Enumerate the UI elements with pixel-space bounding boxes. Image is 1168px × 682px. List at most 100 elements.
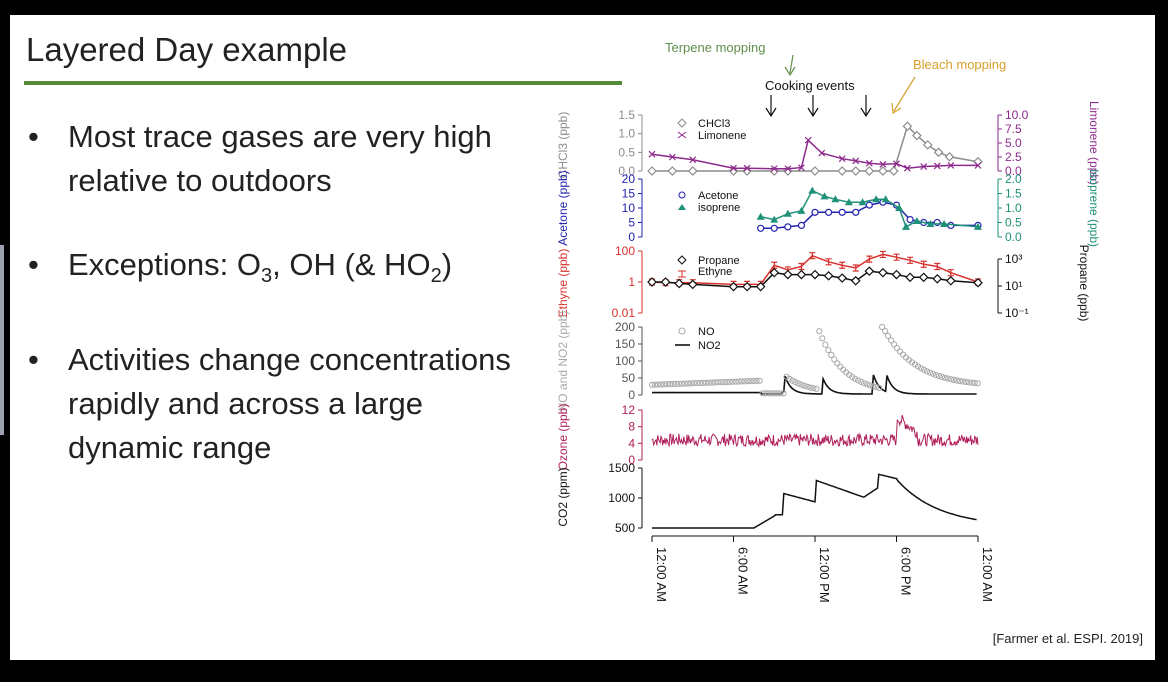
bullet-text: Exceptions: O3, OH (& HO2) xyxy=(68,247,453,288)
chcl3-point xyxy=(850,166,861,176)
no-point xyxy=(840,366,847,373)
acetone-point xyxy=(892,201,901,209)
ethyne-point xyxy=(866,255,873,263)
chcl3-tick-label: 0.0 xyxy=(618,164,635,178)
acetone-point xyxy=(933,218,941,227)
bullet-dot-icon: • xyxy=(28,119,39,154)
ethyne-point xyxy=(947,269,954,277)
chcl3-point xyxy=(647,166,657,176)
no-point xyxy=(908,359,916,366)
no-point xyxy=(816,328,823,335)
no-point xyxy=(729,378,736,385)
acetone-tick-label: 0 xyxy=(628,230,635,244)
ethyne-point xyxy=(649,278,655,286)
no-point xyxy=(876,384,883,391)
acetone-point xyxy=(797,221,806,229)
chcl3-axis-title: CHCl3 (ppb) xyxy=(556,112,570,179)
no-point xyxy=(825,347,832,354)
no-point xyxy=(684,380,692,387)
propane-tick-label: 10³ xyxy=(1005,252,1022,266)
acetone-point xyxy=(811,208,819,216)
legend-acetone-label: Acetone xyxy=(698,190,738,202)
acetone-point xyxy=(757,224,765,232)
propane-point xyxy=(932,273,943,284)
no-point xyxy=(888,337,895,344)
no-point xyxy=(648,381,656,388)
propane-point xyxy=(837,273,848,283)
isoprene-point xyxy=(756,212,765,220)
acetone-tick-label: 10 xyxy=(622,201,636,215)
ethyne-point xyxy=(920,260,927,268)
no-point xyxy=(690,380,697,387)
no-tick-label: 0 xyxy=(628,388,635,402)
no-point xyxy=(831,356,838,363)
ethyne-tick-label: 100 xyxy=(615,244,635,258)
no-point xyxy=(669,380,677,388)
limonene-point xyxy=(648,150,656,158)
legend-no-label: NO xyxy=(698,326,715,338)
no-point xyxy=(843,369,850,376)
ethyne-point xyxy=(730,280,737,289)
limonene-point xyxy=(933,162,941,170)
bullet-text: Most trace gases are very high relative … xyxy=(68,119,492,198)
legend-ethyne-marker xyxy=(678,270,686,278)
no-point xyxy=(819,335,826,342)
limonene-point xyxy=(974,161,982,169)
no-point xyxy=(756,377,763,384)
no-point xyxy=(693,380,700,387)
limonene-point xyxy=(784,165,792,173)
limonene-point xyxy=(852,157,860,165)
isoprene-point xyxy=(974,222,982,230)
no-point xyxy=(879,323,886,331)
slide-title: Layered Day example xyxy=(26,31,348,68)
propane-point xyxy=(755,281,766,292)
no-point xyxy=(968,379,975,386)
limonene-point xyxy=(893,160,900,168)
chcl3-point xyxy=(912,130,922,141)
propane-point xyxy=(728,281,739,292)
chcl3-point xyxy=(864,166,875,176)
bullet-text: Activities change concentrations rapidly… xyxy=(68,342,511,466)
no-point xyxy=(935,372,943,380)
no-point xyxy=(953,377,960,384)
chcl3-tick-label: 0.5 xyxy=(618,145,635,159)
no-point xyxy=(873,384,880,391)
isoprene-point xyxy=(912,217,921,225)
no-point xyxy=(747,378,754,385)
acetone-point xyxy=(838,208,846,216)
legend-no2-label: NO2 xyxy=(698,340,721,352)
isoprene-point xyxy=(881,195,890,203)
no-point xyxy=(726,378,733,385)
co2-tick-label: 500 xyxy=(615,521,635,535)
no-point xyxy=(837,363,844,370)
isoprene-point xyxy=(926,219,935,227)
chcl3-point xyxy=(933,147,944,158)
cooking-arrowhead-icon xyxy=(765,107,777,118)
ethyne-point xyxy=(907,256,914,264)
no-point xyxy=(891,341,898,348)
propane-point xyxy=(810,269,820,280)
limonene-point xyxy=(770,165,778,173)
no-point xyxy=(962,378,969,385)
no-tick-label: 200 xyxy=(615,320,635,334)
no-point xyxy=(849,373,856,380)
limonene-point xyxy=(818,149,826,157)
isoprene-tick-label: 1.5 xyxy=(1005,187,1022,201)
no-point xyxy=(822,341,829,348)
propane-point xyxy=(647,277,657,287)
no-point xyxy=(950,376,957,383)
propane-point xyxy=(660,277,671,287)
isoprene-point xyxy=(797,206,806,214)
limonene-tick-label: 2.5 xyxy=(1005,150,1022,164)
no-point xyxy=(675,380,683,387)
x-tick-label: 6:00 AM xyxy=(736,547,751,595)
propane-point xyxy=(905,272,915,283)
propane-tick-label: 10¹ xyxy=(1005,279,1022,293)
no-point xyxy=(681,380,689,387)
no-point xyxy=(929,370,937,377)
isoprene-point xyxy=(783,209,792,217)
isoprene-point xyxy=(858,198,867,206)
isoprene-point xyxy=(902,222,911,230)
x-tick-label: 6:00 PM xyxy=(899,547,914,595)
chcl3-point xyxy=(922,140,933,150)
